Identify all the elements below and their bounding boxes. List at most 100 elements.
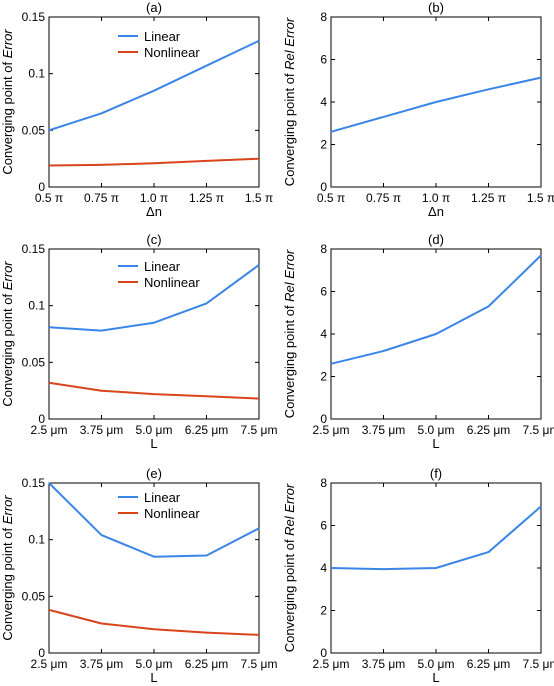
series-line-linear [330, 505, 542, 571]
y-tick-label: 0.05 [22, 589, 46, 603]
y-tick-label: 4 [320, 327, 327, 341]
x-tick-label: 5.0 μm [418, 657, 455, 671]
x-tick-label: 2.5 μm [313, 423, 350, 437]
panel-c: (c) 0 0.05 0.1 0.15 2.5 μm 3.75 μm 5.0 μm 6.25 μ… [0, 232, 277, 451]
x-axis-label: Δn [146, 204, 162, 219]
series-line-linear [48, 39, 260, 132]
panel-label: (f) [430, 466, 442, 481]
y-tick-label: 4 [320, 95, 327, 109]
x-tick-label: 6.25 μm [467, 657, 511, 671]
x-tick-label: 1.25 π [189, 191, 224, 205]
y-tick-label: 2 [320, 370, 327, 384]
y-axis-label-quantity: Error [0, 29, 15, 59]
y-tick-label: 6 [320, 519, 327, 533]
panel-label: (e) [146, 466, 162, 481]
y-axis-label-quantity: Rel Error [282, 17, 297, 70]
x-tick-label: 0.5 π [35, 191, 63, 205]
x-tick-label: 3.75 μm [362, 423, 406, 437]
y-axis-label: Converging point of Error [0, 261, 15, 407]
x-tick-label: 7.5 μm [241, 423, 278, 437]
x-tick-label: 7.5 μm [241, 657, 278, 671]
y-axis-label: Converging point of Rel Error [282, 249, 297, 418]
x-tick-label: 0.5 π [317, 191, 345, 205]
series-line-linear [48, 264, 260, 332]
x-tick-label: 1.0 π [422, 191, 450, 205]
y-axis-label-prefix: Converging point of [0, 524, 15, 640]
y-axis-label-prefix: Converging point of [282, 536, 297, 652]
x-tick-label: 6.25 μm [185, 657, 229, 671]
y-axis-label-prefix: Converging point of [0, 290, 15, 406]
panel-b: (b) 0 2 4 6 8 0.5 π 0.75 π 1.0 π 1.25 π 1.5 π Δn Con… [282, 0, 554, 219]
legend-label: Nonlinear [144, 45, 200, 60]
y-axis-label: Converging point of Error [0, 29, 15, 175]
y-axis-label-prefix: Converging point of [282, 302, 297, 418]
series-line-nonlinear [48, 157, 260, 167]
panel-e: (e) 0 0.05 0.1 0.15 2.5 μm 3.75 μm 5.0 μm 6.25 μ… [0, 466, 277, 685]
y-tick-label: 6 [320, 285, 327, 299]
panel-label: (c) [146, 232, 161, 247]
x-tick-label: 0.75 π [84, 191, 119, 205]
y-axis-label-quantity: Error [0, 261, 15, 291]
x-axis-label: L [432, 670, 439, 685]
panel-label: (d) [428, 232, 444, 247]
x-axis-label: L [150, 436, 157, 451]
x-tick-label: 1.25 π [471, 191, 506, 205]
y-tick-label: 0 [320, 412, 327, 426]
x-tick-label: 5.0 μm [136, 657, 173, 671]
y-axis-label-quantity: Rel Error [282, 483, 297, 536]
y-tick-label: 0.1 [28, 299, 45, 313]
y-tick-label: 0.05 [22, 123, 46, 137]
y-axis-label: Converging point of Error [0, 495, 15, 641]
x-axis-label: L [432, 436, 439, 451]
series-line-linear [330, 254, 542, 365]
y-tick-label: 2 [320, 604, 327, 618]
x-tick-label: 3.75 μm [362, 657, 406, 671]
y-axis-label: Converging point of Rel Error [282, 17, 297, 186]
y-tick-label: 0 [38, 646, 45, 660]
x-axis-label: Δn [428, 204, 444, 219]
y-tick-label: 8 [320, 10, 327, 24]
y-tick-label: 8 [320, 242, 327, 256]
y-tick-label: 0 [38, 412, 45, 426]
y-tick-label: 0.15 [22, 476, 46, 490]
x-tick-label: 1.5 π [527, 191, 554, 205]
legend-label: Nonlinear [144, 506, 200, 521]
y-tick-label: 2 [320, 138, 327, 152]
legend-label: Nonlinear [144, 275, 200, 290]
panel-d: (d) 0 2 4 6 8 2.5 μm 3.75 μm 5.0 μm 6.25 μm 7.5 μm… [282, 232, 554, 451]
x-tick-label: 6.25 μm [185, 423, 229, 437]
legend-label: Linear [144, 29, 181, 44]
y-axis-label-prefix: Converging point of [0, 58, 15, 174]
y-axis-label-quantity: Error [0, 495, 15, 525]
panel-label: (a) [146, 0, 162, 15]
x-tick-label: 1.0 π [140, 191, 168, 205]
y-tick-label: 8 [320, 476, 327, 490]
y-tick-label: 0.1 [28, 533, 45, 547]
x-tick-label: 3.75 μm [80, 423, 124, 437]
y-tick-label: 4 [320, 561, 327, 575]
panel-f: (f) 0 2 4 6 8 2.5 μm 3.75 μm 5.0 μm 6.25 μm 7.5 μm… [282, 466, 554, 685]
y-tick-label: 0 [320, 180, 327, 194]
x-tick-label: 6.25 μm [467, 423, 511, 437]
panel-a: (a) 0 0.05 0.1 0.15 0.5 π 0.75 π 1.0 π 1.25 π 1.5… [0, 0, 273, 219]
y-tick-label: 0.05 [22, 355, 46, 369]
x-tick-label: 7.5 μm [523, 423, 554, 437]
x-tick-label: 5.0 μm [418, 423, 455, 437]
series-line-linear [330, 76, 542, 133]
x-tick-label: 2.5 μm [313, 657, 350, 671]
legend-label: Linear [144, 490, 181, 505]
x-tick-label: 3.75 μm [80, 657, 124, 671]
legend-label: Linear [144, 259, 181, 274]
x-axis-label: L [150, 670, 157, 685]
y-axis-label-prefix: Converging point of [282, 70, 297, 186]
x-tick-label: 1.5 π [245, 191, 273, 205]
y-axis-label-quantity: Rel Error [282, 249, 297, 302]
y-tick-label: 0.15 [22, 242, 46, 256]
x-tick-label: 0.75 π [366, 191, 401, 205]
y-tick-label: 0.15 [22, 10, 46, 24]
x-tick-label: 2.5 μm [31, 423, 68, 437]
x-tick-label: 5.0 μm [136, 423, 173, 437]
